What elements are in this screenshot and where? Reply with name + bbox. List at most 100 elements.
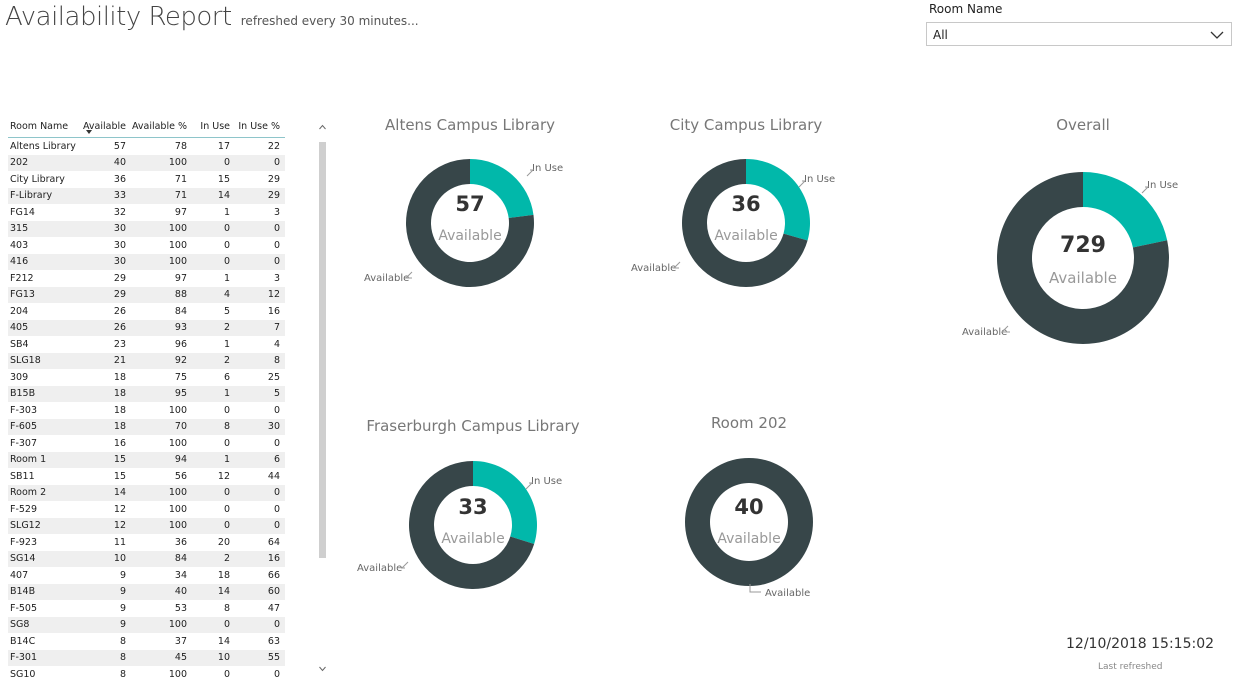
cell-in-use: 4 (192, 286, 235, 303)
table-row[interactable]: Room 2 14 100 0 0 (8, 484, 285, 501)
in-use-slice[interactable] (1083, 172, 1168, 248)
last-refreshed-timestamp: 12/10/2018 15:15:02 (1066, 636, 1215, 652)
cell-in-use: 1 (223, 338, 230, 350)
cell-available-pct: 71 (174, 173, 187, 185)
cell-available: 12 (82, 517, 131, 534)
table-row[interactable]: 204 26 84 5 16 (8, 303, 285, 320)
table-row[interactable]: SG10 8 100 0 0 (8, 666, 285, 683)
in-use-slice[interactable] (470, 159, 534, 219)
cell-in-use-pct: 55 (235, 649, 285, 666)
cell-available-pct: 36 (174, 536, 187, 548)
table-row[interactable]: 416 30 100 0 0 (8, 253, 285, 270)
cell-in-use: 0 (223, 404, 230, 416)
available-slice[interactable] (409, 461, 535, 589)
available-leader-line (1000, 325, 1010, 333)
cell-in-use: 6 (223, 371, 230, 383)
table-row[interactable]: SLG12 12 100 0 0 (8, 517, 285, 534)
table-row[interactable]: B15B 18 95 1 5 (8, 385, 285, 402)
table-row[interactable]: F-307 16 100 0 0 (8, 435, 285, 452)
table-row[interactable]: 309 18 75 6 25 (8, 369, 285, 386)
table-row[interactable]: B14C 8 37 14 63 (8, 633, 285, 650)
cell-available: 57 (113, 140, 126, 152)
column-header-in-use[interactable]: In Use (192, 116, 235, 138)
in-use-leader-line (526, 169, 535, 177)
cell-room-name: 416 (8, 253, 82, 270)
table-row[interactable]: F-505 9 53 8 47 (8, 600, 285, 617)
in-use-slice[interactable] (473, 461, 537, 544)
cell-in-use: 0 (192, 616, 235, 633)
table-row[interactable]: SB4 23 96 1 4 (8, 336, 285, 353)
cell-available-pct: 100 (168, 668, 187, 680)
table-row[interactable]: 405 26 93 2 7 (8, 319, 285, 336)
cell-room-name: F-923 (10, 536, 38, 548)
table-row[interactable]: SLG18 21 92 2 8 (8, 352, 285, 369)
in-use-slice[interactable] (746, 159, 810, 241)
cell-available-pct: 37 (174, 635, 187, 647)
table-row[interactable]: FG13 29 88 4 12 (8, 286, 285, 303)
cell-available: 29 (82, 286, 131, 303)
cell-in-use-pct: 16 (235, 550, 285, 567)
table-row[interactable]: F-301 8 45 10 55 (8, 649, 285, 666)
column-header-in-use-pct[interactable]: In Use % (235, 116, 285, 138)
table-row[interactable]: F212 29 97 1 3 (8, 270, 285, 287)
table-row[interactable]: SG8 9 100 0 0 (8, 616, 285, 633)
in-use-leader-line (525, 482, 534, 490)
available-slice[interactable] (682, 159, 808, 287)
table-row[interactable]: SG14 10 84 2 16 (8, 550, 285, 567)
table-row[interactable]: Altens Library 57 78 17 22 (8, 138, 285, 155)
available-leader-line (404, 271, 413, 279)
cell-available: 32 (113, 206, 126, 218)
column-header-available-pct[interactable]: Available % (131, 116, 192, 138)
cell-available: 26 (82, 319, 131, 336)
table-row[interactable]: F-923 11 36 20 64 (8, 534, 285, 551)
cell-in-use-pct: 0 (273, 668, 280, 680)
cell-room-name: F-529 (10, 503, 38, 515)
column-header-available[interactable]: Available (82, 116, 131, 138)
cell-in-use: 1 (223, 206, 230, 218)
available-slice[interactable] (684, 458, 813, 586)
cell-available-pct: 40 (131, 583, 192, 600)
cell-in-use-pct: 0 (235, 616, 285, 633)
cell-in-use-pct: 64 (267, 536, 280, 548)
table-row[interactable]: SB11 15 56 12 44 (8, 468, 285, 485)
cell-available: 18 (82, 385, 131, 402)
cell-in-use-pct: 3 (273, 206, 280, 218)
cell-in-use-pct: 66 (267, 569, 280, 581)
cell-room-name: FG14 (10, 206, 35, 218)
cell-in-use: 0 (192, 220, 235, 237)
table-row[interactable]: 403 30 100 0 0 (8, 237, 285, 254)
cell-in-use-pct: 8 (235, 352, 285, 369)
available-slice[interactable] (406, 159, 534, 287)
cell-in-use-pct: 0 (235, 253, 285, 270)
cell-in-use: 18 (217, 569, 230, 581)
cell-available-pct: 71 (131, 187, 192, 204)
available-data-label: Available (765, 588, 811, 599)
center-label: Available (438, 228, 502, 244)
cell-room-name: Room 1 (8, 451, 82, 468)
column-header-room-name[interactable]: Room Name (8, 116, 82, 138)
scroll-up-icon[interactable] (318, 118, 327, 130)
cell-available-pct: 100 (168, 404, 187, 416)
scrollbar-thumb[interactable] (319, 142, 326, 558)
cell-in-use-pct: 4 (273, 338, 280, 350)
cell-available: 18 (113, 371, 126, 383)
table-scrollbar[interactable] (318, 118, 327, 680)
table-row[interactable]: 407 9 34 18 66 (8, 567, 285, 584)
table-row[interactable]: Room 1 15 94 1 6 (8, 451, 285, 468)
available-slice[interactable] (997, 172, 1169, 344)
table-row[interactable]: F-529 12 100 0 0 (8, 501, 285, 518)
table-row[interactable]: B14B 9 40 14 60 (8, 583, 285, 600)
table-row[interactable]: F-605 18 70 8 30 (8, 418, 285, 435)
table-row[interactable]: F-Library 33 71 14 29 (8, 187, 285, 204)
cell-in-use: 0 (192, 253, 235, 270)
cell-available: 15 (113, 470, 126, 482)
table-row[interactable]: City Library 36 71 15 29 (8, 171, 285, 188)
table-row[interactable]: FG14 32 97 1 3 (8, 204, 285, 221)
cell-in-use: 8 (223, 602, 230, 614)
cell-room-name: F-303 (10, 404, 38, 416)
table-row[interactable]: 202 40 100 0 0 (8, 154, 285, 171)
table-row[interactable]: F-303 18 100 0 0 (8, 402, 285, 419)
scroll-down-icon[interactable] (318, 660, 327, 672)
table-row[interactable]: 315 30 100 0 0 (8, 220, 285, 237)
room-name-dropdown[interactable]: All (926, 22, 1232, 46)
